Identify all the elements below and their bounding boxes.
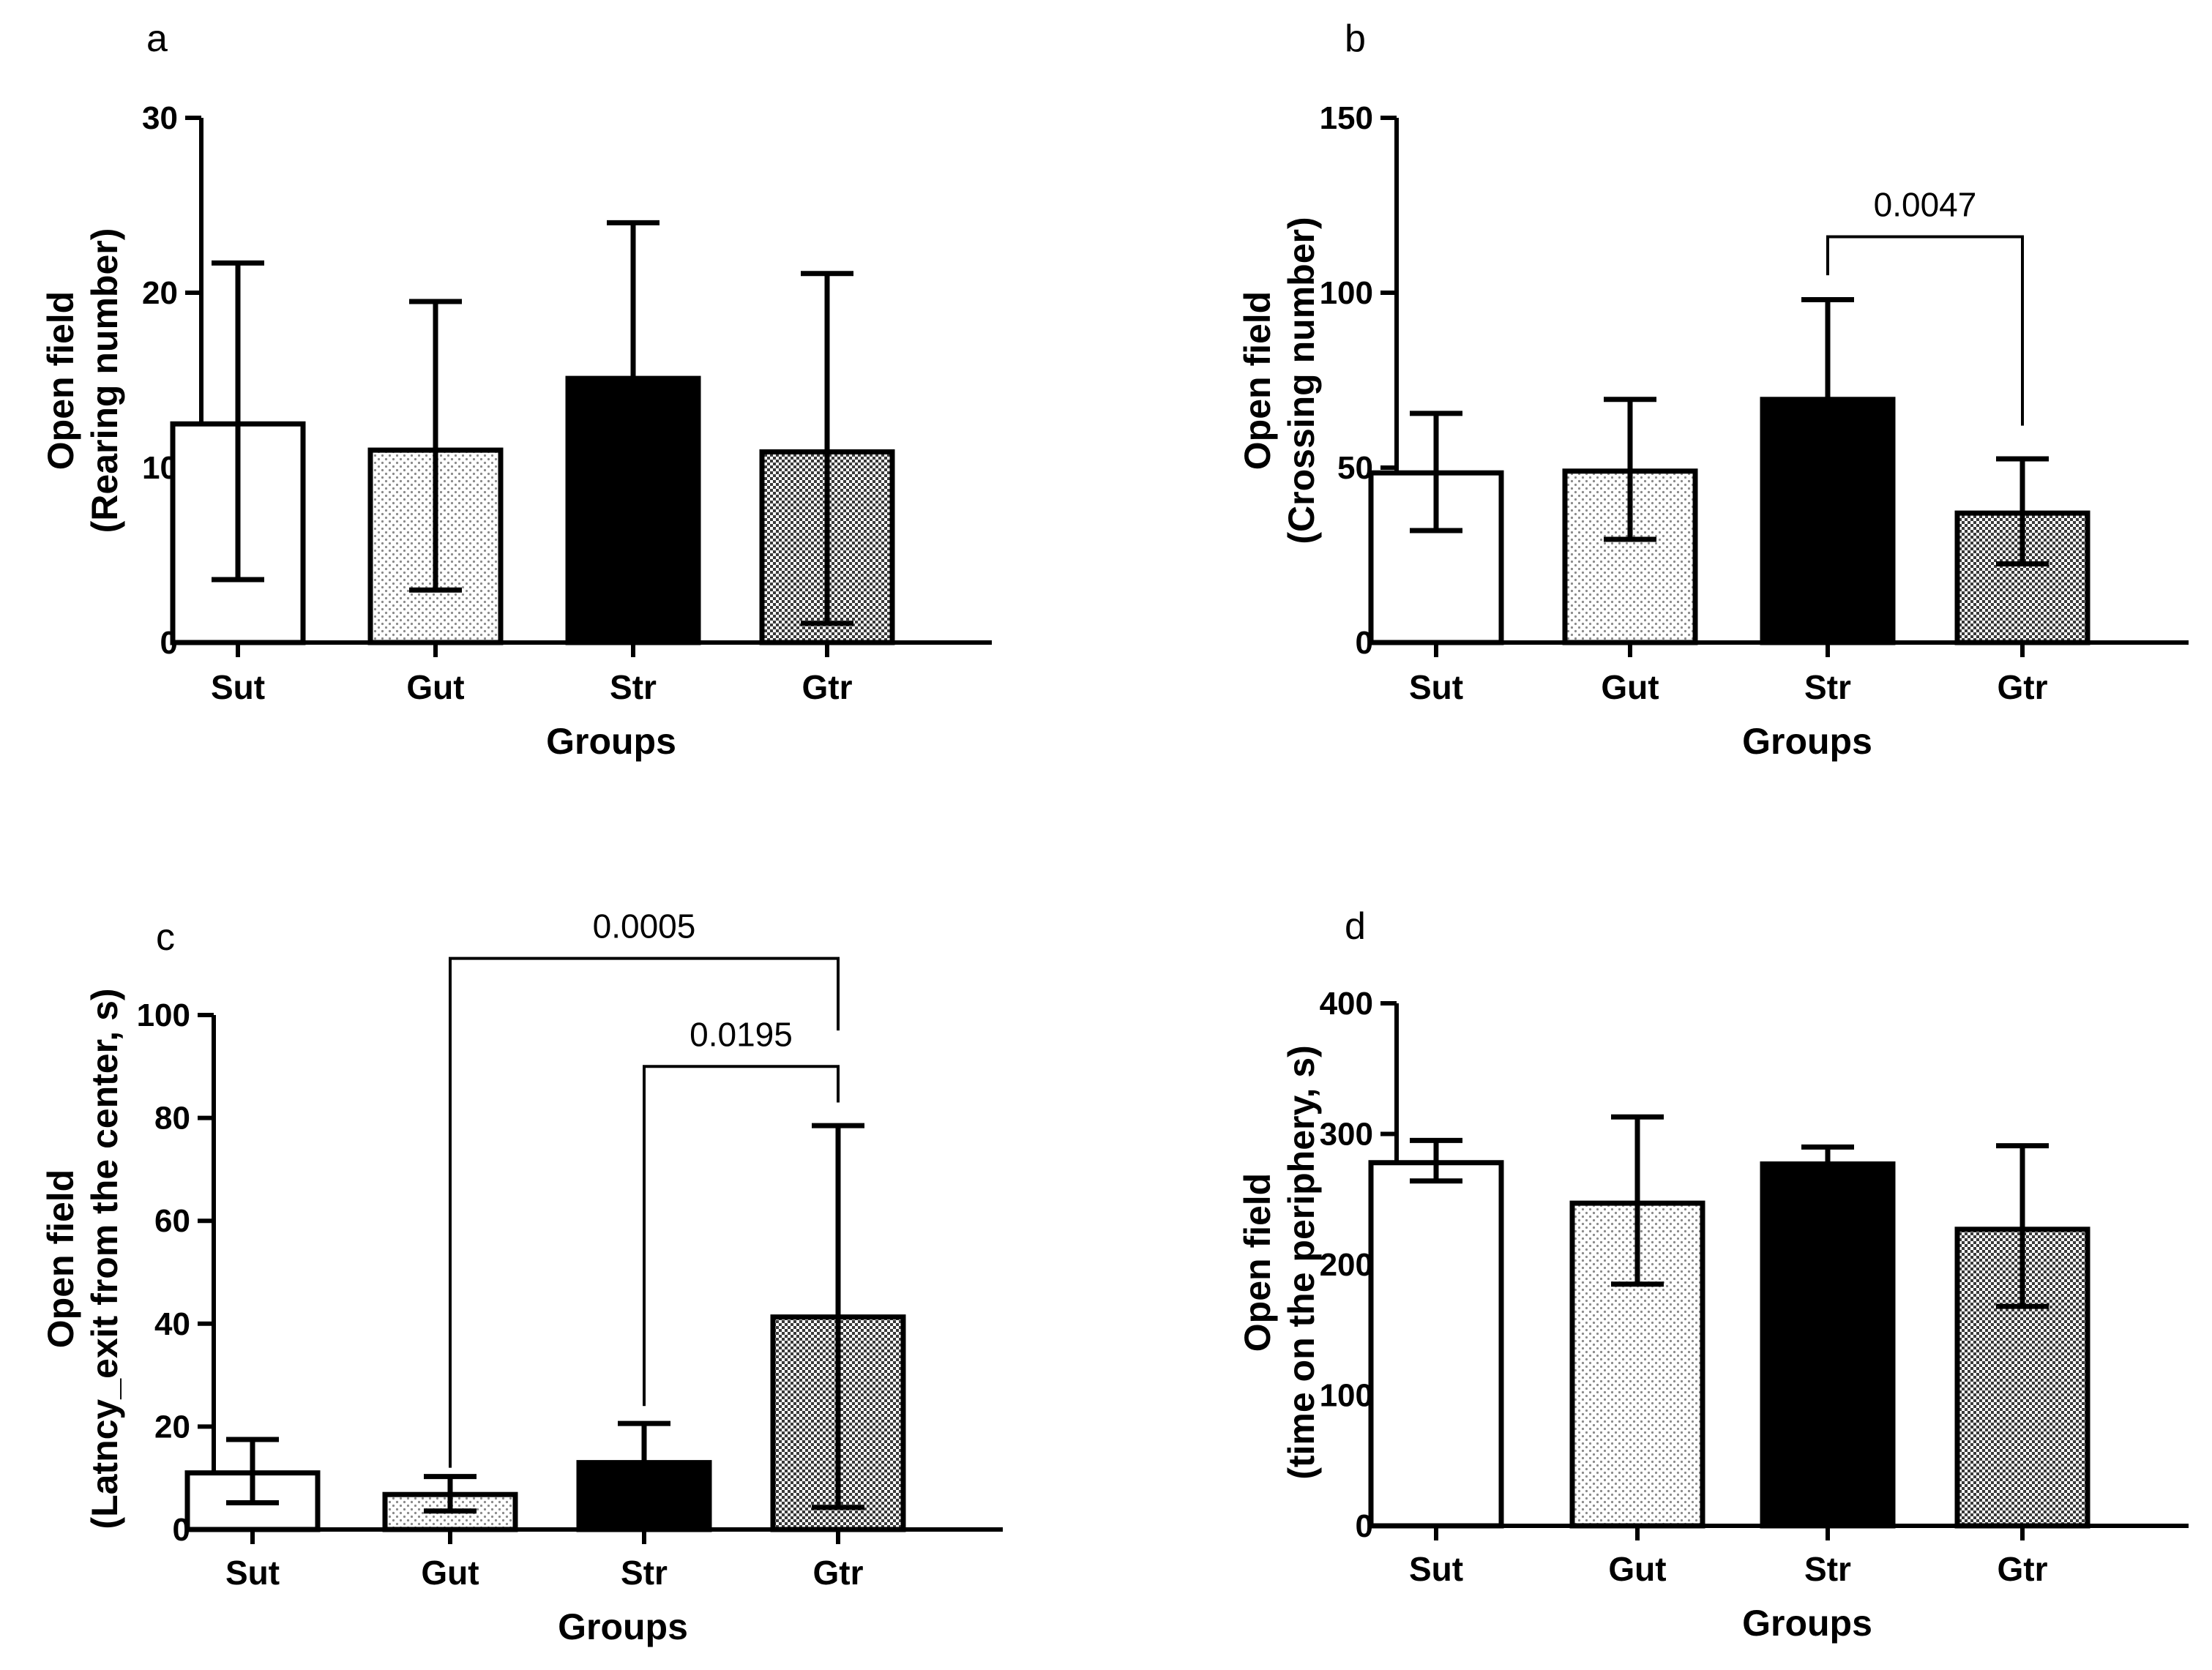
panel-b-y-title: Open field (Crossing number) xyxy=(1237,217,1322,544)
panel-b-category-label: Str xyxy=(1804,668,1851,706)
panel-d-y-tick-label: 300 xyxy=(1320,1117,1373,1153)
panel-d-y-title-line2: (time on the periphery, s) xyxy=(1281,1045,1322,1480)
panel-a-bar-str xyxy=(565,375,701,645)
panel-c-bar-str xyxy=(576,1460,712,1532)
panel-a-y-tick-label: 20 xyxy=(142,275,178,311)
panel-c-y-tick-label: 40 xyxy=(154,1306,190,1342)
panel-b: b Open field (Crossing number) 050100150… xyxy=(1237,18,2189,762)
panel-c-y-title: Open field (Latncy_exit from the center,… xyxy=(40,988,125,1529)
panel-b-y-title-line1: Open field xyxy=(1237,291,1278,470)
panel-a-y-tick-label: 30 xyxy=(142,100,178,136)
panel-c: c Open field (Latncy_exit from the cente… xyxy=(40,907,1003,1647)
panel-d-y-tick-label: 400 xyxy=(1320,986,1373,1022)
panel-b-y-title-line2: (Crossing number) xyxy=(1281,217,1322,544)
panel-a-category-label: Str xyxy=(610,668,657,706)
panel-b-letter: b xyxy=(1345,18,1366,60)
panel-c-x-title: Groups xyxy=(558,1606,688,1647)
panel-c-letter: c xyxy=(156,916,175,959)
panel-c-category-label: Gut xyxy=(421,1554,479,1592)
panel-d-category-label: Gut xyxy=(1608,1550,1666,1588)
panel-c-significance-bracket-2 xyxy=(643,1065,840,1407)
panel-b-significance-bracket-1 xyxy=(1826,235,2024,426)
panel-a-category-label: Gtr xyxy=(802,668,853,706)
panel-c-y-title-line1: Open field xyxy=(40,1169,81,1348)
panel-a: a Open field (Rearing number) 0102030Sut… xyxy=(40,18,992,762)
panel-d-y-title-line1: Open field xyxy=(1237,1173,1278,1352)
panel-b-bar-sut xyxy=(1368,470,1504,645)
panel-d-category-label: Sut xyxy=(1409,1550,1463,1588)
panel-d-bar-str xyxy=(1760,1161,1896,1529)
panel-b-y-tick-label: 150 xyxy=(1320,100,1373,136)
panel-d-y-tick-label: 200 xyxy=(1320,1247,1373,1283)
panel-a-letter: a xyxy=(146,18,168,60)
panel-a-category-label: Gut xyxy=(406,668,464,706)
panel-c-significance-label-2: 0.0195 xyxy=(690,1015,793,1053)
panel-c-category-label: Sut xyxy=(225,1554,280,1592)
panel-c-y-tick-label: 60 xyxy=(154,1203,190,1239)
panel-b-x-title: Groups xyxy=(1742,721,1872,762)
panel-d-category-label: Gtr xyxy=(1998,1550,2048,1588)
panel-d: d Open field (time on the periphery, s) … xyxy=(1237,905,2189,1644)
panel-d-category-label: Str xyxy=(1804,1550,1851,1588)
panel-d-y-title: Open field (time on the periphery, s) xyxy=(1237,1045,1322,1480)
panel-c-significance-bracket-1 xyxy=(449,956,840,1468)
panel-c-y-tick-label: 100 xyxy=(137,997,190,1033)
panel-c-y-tick-label: 80 xyxy=(154,1101,190,1137)
panel-a-y-title-line1: Open field xyxy=(40,291,81,470)
panel-a-y-title-line2: (Rearing number) xyxy=(84,228,125,533)
panel-b-bar-str xyxy=(1760,397,1896,645)
panel-d-y-tick-label: 100 xyxy=(1320,1378,1373,1414)
panel-d-bar-sut xyxy=(1368,1160,1504,1529)
panel-c-y-title-line2: (Latncy_exit from the center, s) xyxy=(84,988,125,1529)
panel-c-category-label: Str xyxy=(621,1554,668,1592)
panel-b-category-label: Sut xyxy=(1409,668,1463,706)
panel-d-x-title: Groups xyxy=(1742,1603,1872,1644)
panel-a-y-title: Open field (Rearing number) xyxy=(40,228,125,533)
panel-d-letter: d xyxy=(1345,905,1366,948)
panel-c-category-label: Gtr xyxy=(813,1554,864,1592)
panel-a-category-label: Sut xyxy=(211,668,265,706)
panel-a-x-title: Groups xyxy=(546,721,676,762)
panel-b-significance-label-1: 0.0047 xyxy=(1874,186,1977,224)
panel-c-significance-label-1: 0.0005 xyxy=(593,907,696,946)
panel-b-category-label: Gut xyxy=(1601,668,1659,706)
panel-b-category-label: Gtr xyxy=(1998,668,2048,706)
panel-c-y-tick-label: 20 xyxy=(154,1409,190,1445)
panel-b-y-tick-label: 50 xyxy=(1337,450,1373,486)
panel-b-y-tick-label: 100 xyxy=(1320,275,1373,311)
